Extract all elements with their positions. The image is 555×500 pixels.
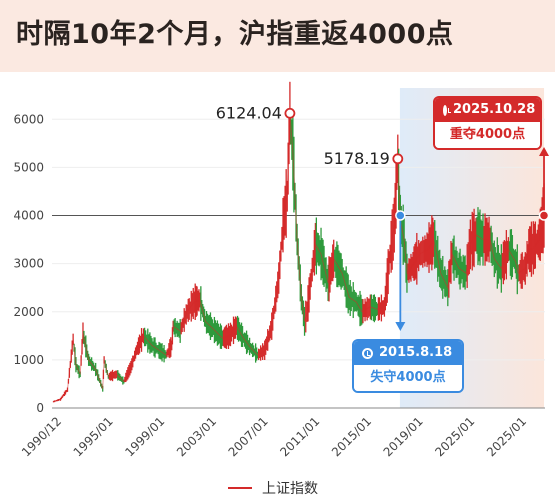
x-tick-label: 2007/01 [226, 414, 271, 459]
y-tick-label: 4000 [13, 209, 44, 223]
series-line-shanghai-index [52, 113, 545, 403]
clock-icon [443, 104, 451, 116]
x-tick-label: 2003/01 [174, 414, 219, 459]
header-banner: 时隔10年2个月，沪指重返4000点 [0, 0, 555, 72]
callout-blue-date: 2015.8.18 [379, 345, 453, 360]
y-tick-label: 2000 [13, 305, 44, 319]
x-tick-label: 2015/01 [329, 414, 374, 459]
peak-label-2015: 5178.19 [324, 149, 390, 168]
clock-icon [362, 347, 373, 359]
x-tick-label: 1990/12 [19, 414, 64, 459]
peak-label-2007: 6124.04 [216, 103, 282, 122]
callout-red-date: 2025.10.28 [453, 102, 536, 117]
y-tick-label: 0 [36, 401, 44, 415]
callout-blue-text: 失守4000点 [354, 365, 462, 391]
marker-lose-4000 [395, 210, 406, 221]
x-tick-label: 2025/01 [432, 414, 477, 459]
legend-swatch [228, 487, 252, 489]
y-tick-label: 6000 [13, 112, 44, 126]
legend: 上证指数 [228, 478, 318, 498]
callout-lose-4000: 2015.8.18 失守4000点 [352, 339, 464, 393]
peak-marker-2007 [284, 107, 296, 119]
arrow-red-head [539, 147, 550, 156]
x-tick-label: 1995/01 [71, 414, 116, 459]
x-tick-label: 2025/01 [484, 414, 529, 459]
callout-red-text: 重夺4000点 [435, 122, 540, 148]
callout-red-header: 2025.10.28 [435, 98, 540, 122]
peak-marker-2015 [392, 153, 404, 165]
legend-label: 上证指数 [262, 481, 318, 497]
callout-blue-header: 2015.8.18 [354, 341, 462, 365]
x-tick-label: 1999/01 [122, 414, 167, 459]
x-tick-label: 2011/01 [277, 414, 322, 459]
y-tick-label: 5000 [13, 160, 44, 174]
callout-regain-4000: 2025.10.28 重夺4000点 [433, 96, 542, 150]
chart-title: 时隔10年2个月，沪指重返4000点 [16, 19, 454, 50]
y-tick-label: 3000 [13, 257, 44, 271]
marker-regain-4000 [538, 210, 550, 221]
x-tick-label: 2019/01 [381, 414, 426, 459]
arrow-blue-head [395, 322, 406, 331]
y-tick-label: 1000 [13, 353, 44, 367]
